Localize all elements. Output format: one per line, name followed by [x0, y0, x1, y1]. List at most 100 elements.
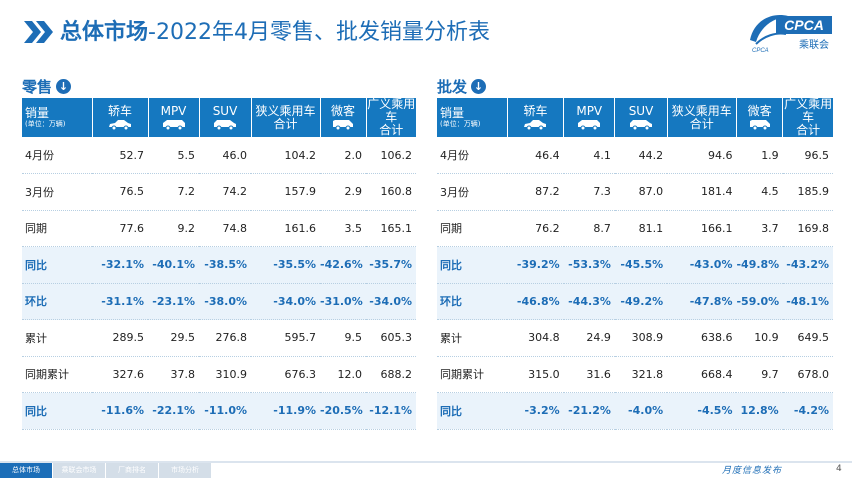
footer-tab[interactable]: 乘联会市场	[53, 463, 105, 478]
table-cell: 44.2	[614, 137, 668, 174]
table-row: 环比 -31.1% -23.1% -38.0% -34.0% -31.0% -34.0%	[22, 283, 416, 320]
table-row: 3月份 87.2 7.3 87.0 181.4 4.5 185.9	[437, 173, 833, 211]
table-row: 4月份 46.4 4.1 44.2 94.6 1.9 96.5	[437, 137, 833, 174]
retail-section-title: 零售 ↓	[22, 76, 72, 97]
table-cell: -59.0%	[736, 283, 783, 320]
column-header: 轿车	[507, 98, 565, 137]
svg-text:CPCA: CPCA	[752, 48, 769, 54]
table-cell: 8.7	[563, 210, 615, 247]
column-header: 广义乘用车 合计	[782, 97, 833, 137]
table-cell: -38.0%	[199, 283, 251, 320]
table-cell: 37.8	[148, 356, 199, 393]
table-row: 同比 -11.6% -22.1% -11.0% -11.9% -20.5% -12.1%	[22, 392, 416, 430]
wholesale-table: 销量 (单位：万辆) 轿车 MPV SUV 狭义乘用车 合计 微客 广义乘用车 合计 4月份 46.4…	[437, 98, 833, 430]
row-label: 同比	[22, 246, 92, 284]
table-row: 累计 304.8 24.9 308.9 638.6 10.9 649.5	[437, 319, 833, 357]
table-cell: -34.0%	[251, 283, 320, 320]
wholesale-section-title: 批发 ↓	[437, 76, 487, 97]
table-row: 累计 289.5 29.5 276.8 595.7 9.5 605.3	[22, 319, 416, 357]
download-arrow-icon: ↓	[471, 79, 487, 94]
table-cell: 304.8	[507, 319, 564, 357]
table-cell: 12.8%	[736, 392, 783, 430]
table-cell: 77.6	[92, 210, 148, 247]
mpv-icon	[149, 119, 199, 130]
header-sales-unit: 销量 (单位：万辆)	[22, 98, 93, 137]
table-cell: -12.1%	[366, 392, 416, 430]
table-cell: 169.8	[782, 210, 833, 247]
slide-footer: 总体市场 乘联会市场 厂商排名 市场分析 月度信息发布 4	[0, 461, 852, 479]
table-cell: 9.7	[736, 356, 783, 393]
table-cell: -42.6%	[320, 246, 366, 284]
table-cell: 595.7	[251, 319, 320, 357]
table-cell: 29.5	[148, 319, 199, 357]
table-cell: 678.0	[782, 356, 833, 393]
table-cell: 24.9	[563, 319, 615, 357]
table-cell: 12.0	[320, 356, 366, 393]
table-cell: 74.2	[199, 173, 251, 211]
row-label: 累计	[22, 319, 92, 357]
table-cell: 649.5	[782, 319, 833, 357]
table-cell: -32.1%	[92, 246, 148, 284]
row-label: 同比	[437, 246, 508, 284]
row-label: 3月份	[437, 173, 508, 211]
footer-tab[interactable]: 总体市场	[0, 463, 52, 478]
table-cell: 81.1	[614, 210, 668, 247]
footer-tab[interactable]: 市场分析	[159, 463, 211, 478]
table-cell: -49.2%	[614, 283, 668, 320]
page-number: 4	[836, 464, 842, 474]
page-title: 总体市场-2022年4月零售、批发销量分析表	[60, 20, 490, 45]
table-cell: 74.8	[199, 210, 251, 247]
download-arrow-icon: ↓	[56, 79, 72, 94]
column-header: SUV	[614, 98, 668, 137]
table-cell: -46.8%	[507, 283, 564, 320]
suv-icon	[615, 119, 666, 130]
table-row: 3月份 76.5 7.2 74.2 157.9 2.9 160.8	[22, 173, 416, 211]
svg-text:乘联会: 乘联会	[799, 38, 829, 51]
column-header: 轿车	[92, 98, 149, 137]
sedan-icon	[508, 119, 563, 130]
table-row: 同期累计 327.6 37.8 310.9 676.3 12.0 688.2	[22, 356, 416, 393]
column-header: 狭义乘用车 合计	[251, 98, 321, 137]
mpv-icon	[564, 119, 614, 130]
row-label: 累计	[437, 319, 508, 357]
header-sales-unit: 销量 (单位：万辆)	[437, 98, 508, 137]
minivan-icon	[737, 119, 782, 130]
footer-tab[interactable]: 厂商排名	[106, 463, 158, 478]
table-cell: -48.1%	[782, 283, 833, 320]
table-row: 同比 -3.2% -21.2% -4.0% -4.5% 12.8% -4.2%	[437, 392, 833, 430]
double-chevron-icon	[24, 21, 53, 43]
row-label: 同期累计	[22, 356, 92, 393]
table-cell: -20.5%	[320, 392, 366, 430]
table-cell: 2.0	[320, 137, 366, 174]
table-cell: 7.2	[148, 173, 199, 211]
row-label: 同期	[22, 210, 92, 247]
table-cell: 165.1	[366, 210, 416, 247]
row-label: 4月份	[22, 137, 92, 174]
table-cell: -49.8%	[736, 246, 783, 284]
table-cell: 638.6	[667, 319, 737, 357]
table-row: 同比 -39.2% -53.3% -45.5% -43.0% -49.8% -43.2%	[437, 246, 833, 284]
table-row: 环比 -46.8% -44.3% -49.2% -47.8% -59.0% -48.1%	[437, 283, 833, 320]
table-cell: 96.5	[782, 137, 833, 174]
table-cell: -23.1%	[148, 283, 199, 320]
table-cell: 4.5	[736, 173, 783, 211]
row-label: 环比	[437, 283, 508, 320]
table-cell: -45.5%	[614, 246, 668, 284]
table-cell: 185.9	[782, 173, 833, 211]
table-cell: 31.6	[563, 356, 615, 393]
table-cell: 676.3	[251, 356, 320, 393]
table-cell: -4.0%	[614, 392, 668, 430]
column-header: 广义乘用车 合计	[366, 97, 416, 137]
table-cell: 46.4	[507, 137, 564, 174]
table-cell: 3.7	[736, 210, 783, 247]
column-header: 狭义乘用车 合计	[667, 98, 737, 137]
column-header: 微客	[736, 98, 784, 137]
table-cell: 605.3	[366, 319, 416, 357]
row-label: 4月份	[437, 137, 508, 174]
table-cell: -11.0%	[199, 392, 251, 430]
table-cell: 76.5	[92, 173, 148, 211]
table-cell: 106.2	[366, 137, 416, 174]
table-cell: -53.3%	[563, 246, 615, 284]
table-cell: 76.2	[507, 210, 564, 247]
table-cell: 9.5	[320, 319, 366, 357]
